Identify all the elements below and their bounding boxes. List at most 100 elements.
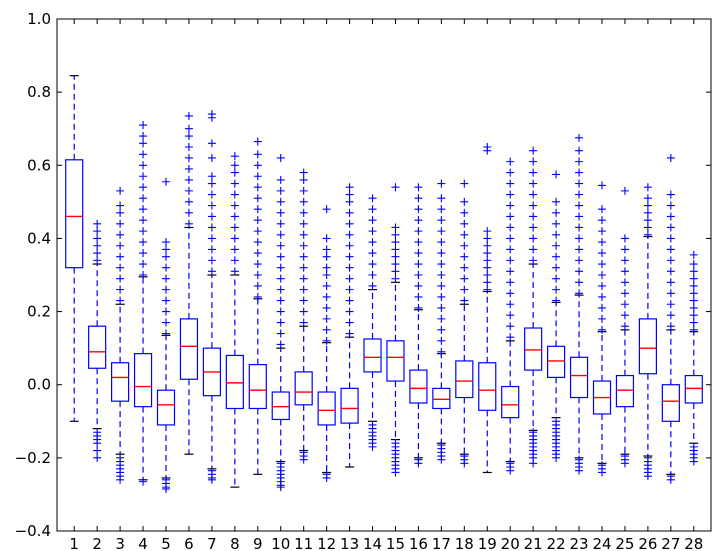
flier-point bbox=[162, 484, 170, 493]
x-tick-label: 16 bbox=[409, 535, 428, 551]
flier-point bbox=[93, 219, 102, 228]
flier-point bbox=[345, 329, 354, 338]
flier-point bbox=[322, 245, 331, 254]
flier-point bbox=[276, 318, 285, 327]
flier-point bbox=[598, 281, 606, 290]
flier-point bbox=[345, 285, 354, 294]
box-2 bbox=[88, 219, 107, 462]
box-body bbox=[340, 387, 359, 424]
flier-point bbox=[184, 164, 193, 173]
flier-point bbox=[552, 230, 561, 239]
flier-point bbox=[139, 216, 148, 225]
flier-point bbox=[116, 208, 125, 217]
flier-point bbox=[322, 205, 331, 214]
flier-point bbox=[483, 278, 492, 287]
y-tick-label: 0.2 bbox=[27, 303, 51, 321]
flier-point bbox=[437, 194, 446, 203]
flier-point bbox=[552, 274, 561, 283]
flier-point bbox=[322, 263, 331, 272]
flier-point bbox=[483, 271, 492, 279]
box-10 bbox=[271, 153, 290, 492]
x-axis-ticks: 1 2 3 4 5 6 7 8 9 10 11 12 13 14 15 16 17 18 19 20 21 22 23 24 2… bbox=[69, 19, 703, 551]
box-body bbox=[684, 374, 703, 404]
flier-point bbox=[93, 439, 102, 448]
box-body bbox=[294, 371, 313, 406]
flier-point bbox=[322, 271, 331, 279]
flier-point bbox=[460, 208, 469, 217]
flier-point bbox=[322, 303, 331, 312]
flier-point bbox=[299, 175, 308, 184]
flier-point bbox=[666, 475, 675, 484]
flier-point bbox=[253, 260, 262, 269]
flier-point bbox=[666, 311, 675, 320]
flier-point bbox=[93, 256, 102, 265]
flier-point bbox=[414, 216, 423, 225]
flier-point bbox=[414, 227, 423, 236]
box-body bbox=[409, 369, 428, 404]
flier-point bbox=[506, 212, 515, 221]
flier-point bbox=[575, 146, 584, 155]
flier-point bbox=[689, 311, 698, 320]
y-tick-label: −0.2 bbox=[15, 449, 51, 467]
flier-point bbox=[529, 459, 538, 468]
flier-point bbox=[414, 281, 423, 290]
box-body bbox=[156, 389, 176, 426]
flier-point bbox=[345, 190, 354, 199]
flier-point bbox=[184, 186, 193, 195]
flier-point bbox=[299, 219, 308, 228]
flier-point bbox=[529, 157, 538, 166]
box-24 bbox=[592, 181, 612, 477]
box-series bbox=[65, 75, 703, 493]
flier-point bbox=[483, 234, 492, 243]
flier-point bbox=[689, 267, 698, 276]
flier-point bbox=[689, 325, 698, 334]
flier-point bbox=[116, 201, 125, 210]
flier-point bbox=[162, 318, 170, 327]
flier-point bbox=[368, 194, 377, 203]
flier-point bbox=[483, 227, 492, 236]
flier-point bbox=[620, 459, 629, 468]
flier-point bbox=[506, 322, 515, 331]
flier-point bbox=[437, 347, 446, 356]
flier-point bbox=[391, 274, 400, 283]
flier-point bbox=[437, 292, 446, 301]
flier-point bbox=[139, 205, 148, 214]
flier-point bbox=[437, 314, 446, 323]
flier-point bbox=[529, 190, 538, 199]
flier-point bbox=[483, 241, 492, 250]
flier-point bbox=[643, 194, 652, 203]
flier-point bbox=[689, 457, 698, 466]
flier-point bbox=[552, 197, 561, 206]
box-22 bbox=[547, 170, 566, 462]
x-tick-label: 1 bbox=[69, 535, 79, 551]
flier-point bbox=[299, 263, 308, 272]
flier-point bbox=[253, 205, 262, 214]
flier-point bbox=[666, 289, 675, 298]
x-tick-label: 2 bbox=[92, 535, 102, 551]
flier-point bbox=[460, 230, 469, 239]
flier-point bbox=[345, 296, 354, 305]
flier-point bbox=[276, 263, 285, 272]
box-body bbox=[363, 338, 382, 373]
flier-point bbox=[391, 267, 400, 276]
box-26 bbox=[638, 183, 657, 481]
flier-point bbox=[116, 263, 125, 272]
flier-point bbox=[391, 468, 400, 477]
box-14 bbox=[363, 194, 382, 451]
flier-point bbox=[598, 292, 606, 301]
flier-point bbox=[345, 274, 354, 283]
flier-point bbox=[276, 197, 285, 206]
flier-point bbox=[368, 227, 377, 236]
flier-point bbox=[184, 111, 193, 120]
flier-point bbox=[230, 212, 239, 221]
flier-point bbox=[437, 216, 446, 225]
flier-point bbox=[620, 186, 629, 195]
flier-point bbox=[184, 132, 193, 141]
flier-point bbox=[666, 300, 675, 309]
flier-point bbox=[345, 183, 354, 192]
x-tick-label: 4 bbox=[138, 535, 148, 551]
flier-point bbox=[575, 201, 584, 210]
flier-point bbox=[368, 271, 377, 279]
flier-point bbox=[666, 256, 675, 265]
box-16 bbox=[409, 183, 428, 468]
